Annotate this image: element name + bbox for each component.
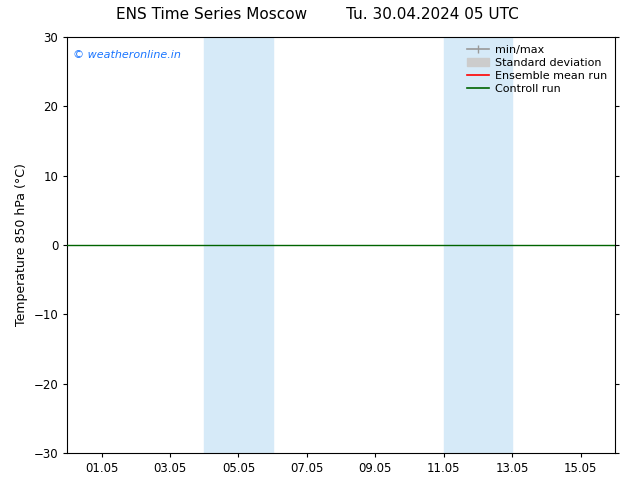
Text: ENS Time Series Moscow        Tu. 30.04.2024 05 UTC: ENS Time Series Moscow Tu. 30.04.2024 05… <box>115 7 519 23</box>
Bar <box>204 37 273 453</box>
Text: © weatheronline.in: © weatheronline.in <box>73 49 181 60</box>
Legend: min/max, Standard deviation, Ensemble mean run, Controll run: min/max, Standard deviation, Ensemble me… <box>465 43 609 96</box>
Bar <box>444 37 512 453</box>
Y-axis label: Temperature 850 hPa (°C): Temperature 850 hPa (°C) <box>15 164 28 326</box>
